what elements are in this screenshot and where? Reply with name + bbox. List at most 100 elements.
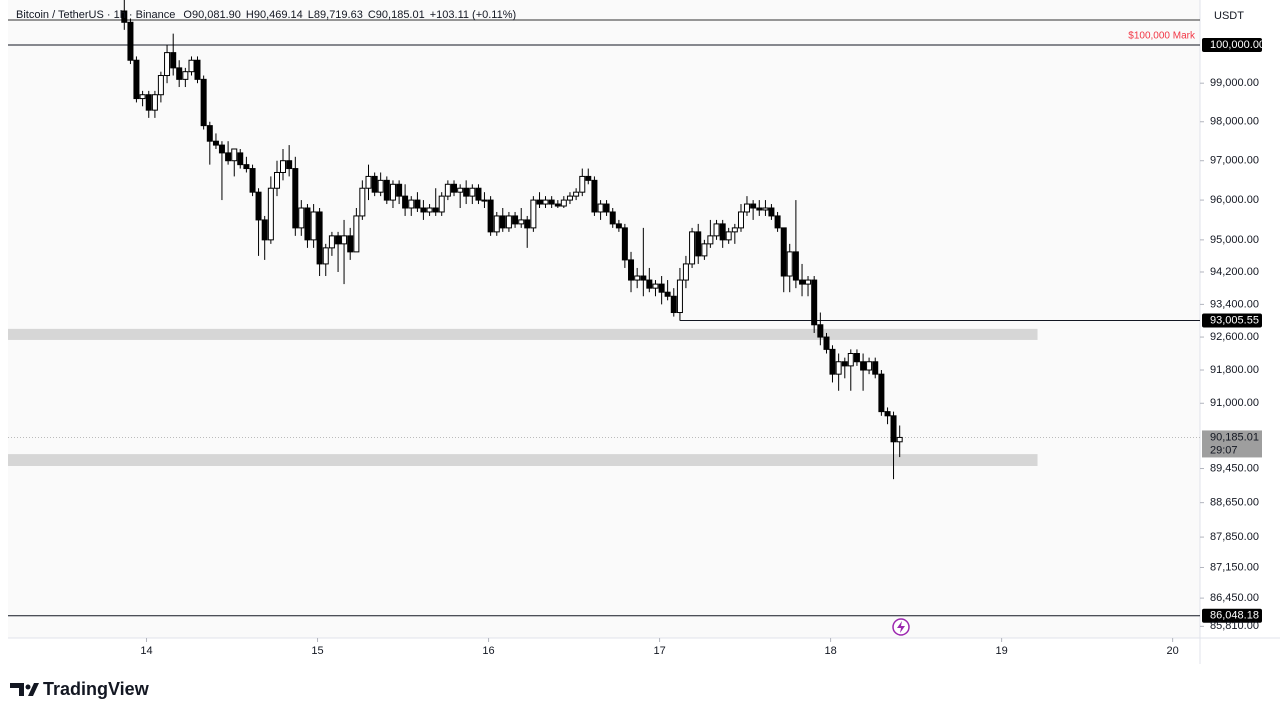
x-tick-label: 19 <box>995 645 1007 657</box>
candle-body <box>652 283 659 289</box>
candle-body <box>218 144 225 154</box>
currency[interactable]: USDT <box>1214 10 1244 22</box>
x-tick-label: 15 <box>311 645 323 657</box>
candle-body <box>566 195 573 201</box>
currency-box[interactable] <box>1204 5 1256 27</box>
y-tick-label: 85,810.00 <box>1210 620 1259 632</box>
zone <box>8 328 1038 340</box>
candle-body <box>353 215 360 253</box>
ohlc-low: L89,719.63 <box>308 9 363 21</box>
candle-body <box>249 168 256 193</box>
candle-body <box>414 199 421 209</box>
candle-body <box>811 279 818 326</box>
candle-body <box>829 348 836 375</box>
candle-body <box>432 207 439 213</box>
candle-body <box>615 223 622 229</box>
candle-body <box>823 336 830 350</box>
x-tick-label: 18 <box>824 645 836 657</box>
candle-body <box>866 361 873 371</box>
zone <box>8 454 1038 466</box>
candle-body <box>328 235 335 249</box>
candle-body <box>512 215 519 225</box>
candle-body <box>243 164 250 170</box>
symbol: Bitcoin / TetherUS · 1h · Binance <box>16 9 175 21</box>
candle-body <box>316 211 323 265</box>
candle-body <box>792 251 799 281</box>
candle-body <box>499 215 506 229</box>
candle-body <box>768 207 775 217</box>
price-badge <box>1202 313 1262 328</box>
candle-body <box>878 373 885 413</box>
candle-body <box>524 219 531 229</box>
candle-body <box>890 415 897 443</box>
candle-body <box>292 168 299 229</box>
candle-body <box>255 191 262 221</box>
candle-body <box>780 227 787 277</box>
candle-body <box>634 275 641 281</box>
candle-body <box>231 148 238 162</box>
x-tick-label: 14 <box>140 645 152 657</box>
price-badge <box>1202 608 1262 623</box>
candle-body <box>396 183 403 197</box>
y-tick-label: 92,600.00 <box>1210 331 1259 343</box>
candle-body <box>682 263 689 281</box>
y-tick-label: 97,000.00 <box>1210 155 1259 167</box>
candle-body <box>884 411 891 417</box>
candle-body <box>151 94 158 111</box>
candle-body <box>145 94 152 111</box>
candle-body <box>304 207 311 241</box>
candle-body <box>756 207 763 211</box>
candle-body <box>487 199 494 233</box>
candle-body <box>157 75 164 96</box>
x-tick-label: 20 <box>1167 645 1179 657</box>
y-tick-label: 91,800.00 <box>1210 364 1259 376</box>
candle-body <box>176 67 183 80</box>
candle-body <box>725 231 732 241</box>
ohlc-close: C90,185.01 <box>368 9 425 21</box>
candle-body <box>322 247 329 265</box>
candle-body <box>579 175 586 193</box>
candle-body <box>274 171 281 189</box>
candle-body <box>383 179 390 201</box>
candle-body <box>182 71 189 80</box>
y-tick-label: 93,400.00 <box>1210 298 1259 310</box>
alert-icon[interactable] <box>892 618 910 636</box>
candle-body <box>847 353 854 367</box>
candle-body <box>457 187 464 193</box>
brand-logo <box>10 683 39 696</box>
y-tick-label: 87,150.00 <box>1210 561 1259 573</box>
candle-body <box>695 231 702 257</box>
candle-body <box>597 203 604 213</box>
candle-body <box>200 78 207 127</box>
candle-body <box>164 52 171 77</box>
y-tick-label: 87,850.00 <box>1210 531 1259 543</box>
candle-body <box>841 361 848 367</box>
candle-body <box>731 227 738 233</box>
price-badge-label: 86,048.18 <box>1210 610 1259 622</box>
candle-body <box>420 207 427 213</box>
candle-body <box>188 59 195 73</box>
candle-body <box>475 187 482 201</box>
candle-body <box>658 283 665 293</box>
candle-body <box>676 279 683 314</box>
candle-body <box>786 251 793 277</box>
candle-body <box>591 179 598 213</box>
candle-body <box>310 211 317 241</box>
last-price-badge <box>1202 430 1262 458</box>
candle-body <box>542 199 549 205</box>
candle-body <box>267 187 274 241</box>
y-tick-label: 86,450.00 <box>1210 592 1259 604</box>
y-tick-label: 91,000.00 <box>1210 397 1259 409</box>
candle-body <box>762 207 769 211</box>
candle-body <box>707 235 714 245</box>
candle-body <box>469 187 476 197</box>
price-line-note: $100,000 Mark <box>1128 31 1196 42</box>
y-tick-label: 94,200.00 <box>1210 266 1259 278</box>
candle-body <box>341 235 348 245</box>
ohlc-high: H90,469.14 <box>246 9 303 21</box>
candle-body <box>713 223 720 237</box>
candle-body <box>127 21 134 61</box>
countdown: 29:07 <box>1210 444 1238 456</box>
candle-body <box>646 279 653 289</box>
